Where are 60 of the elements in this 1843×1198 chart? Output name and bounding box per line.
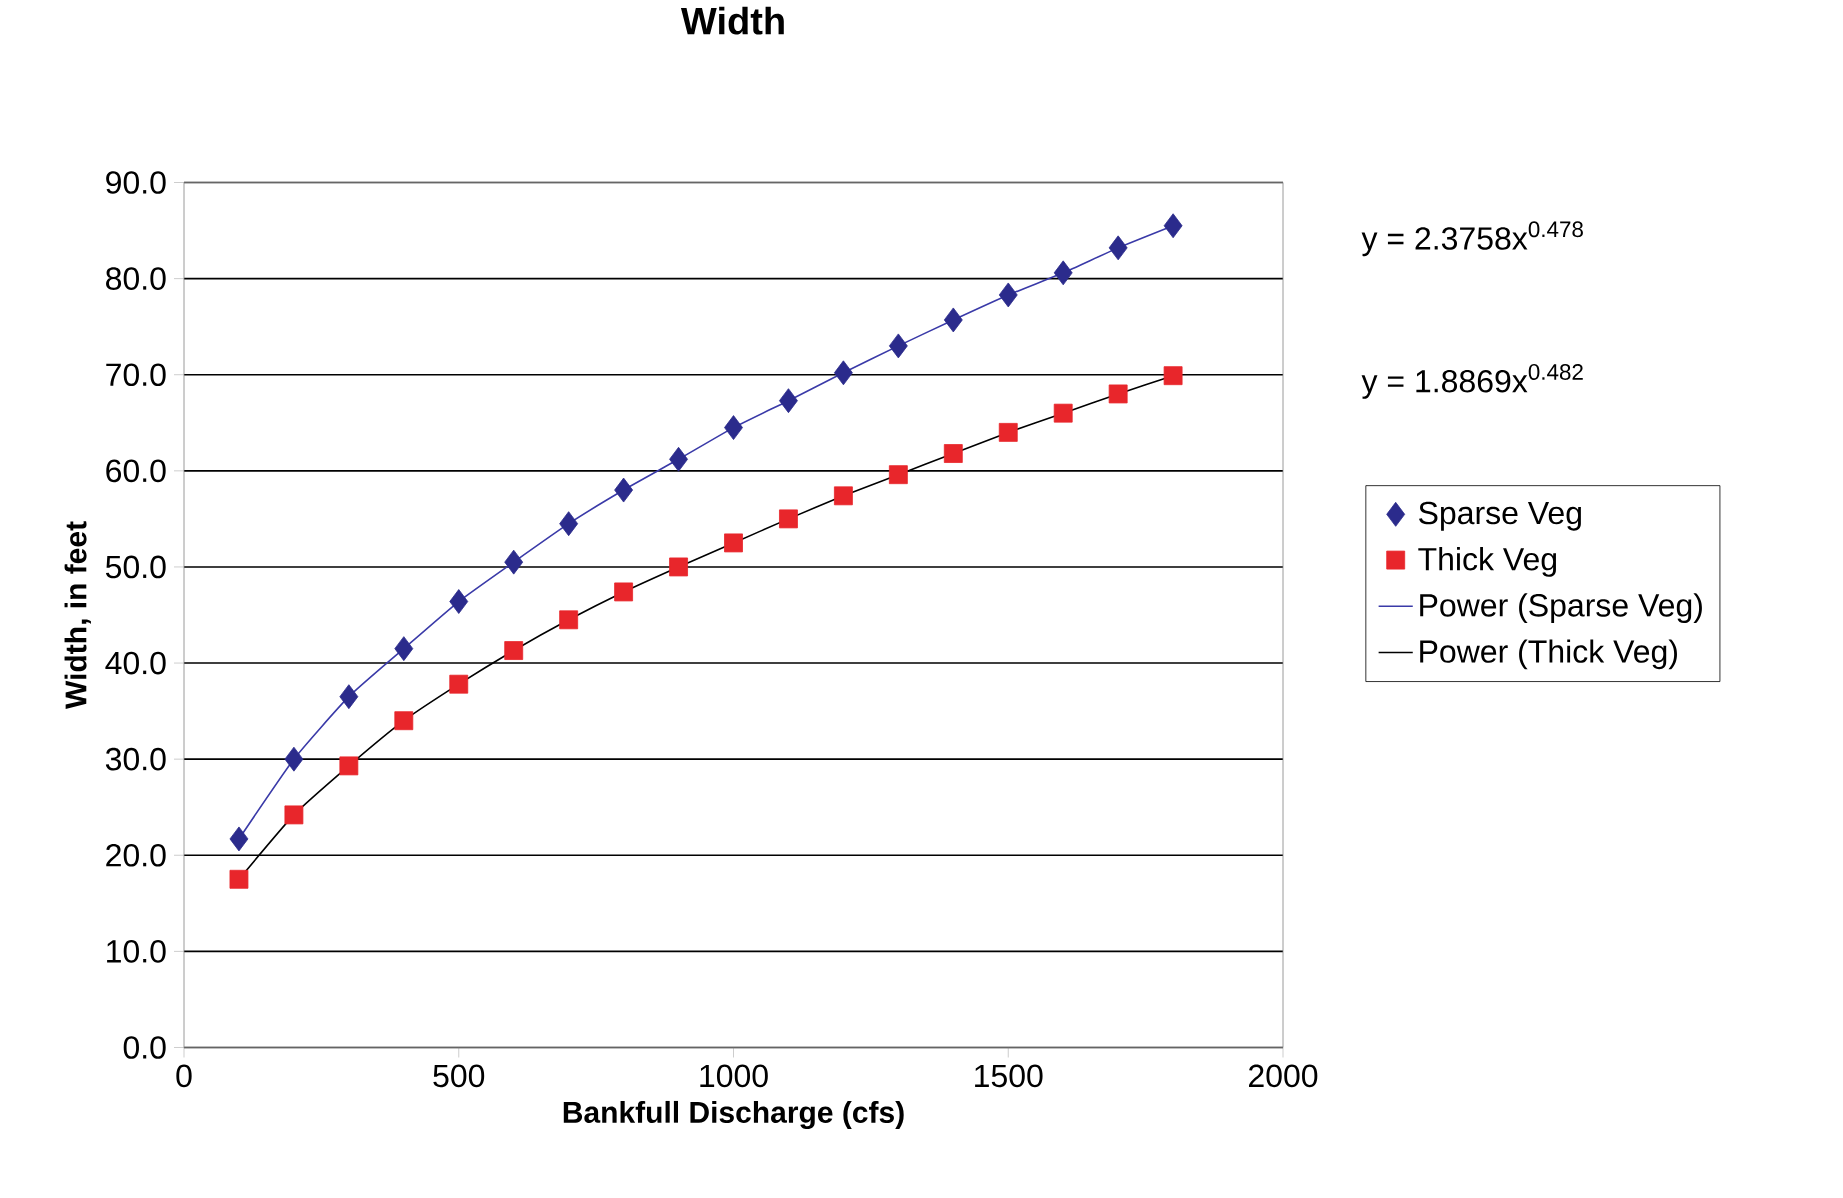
point xyxy=(339,684,359,709)
point xyxy=(1163,213,1183,238)
text: y = 1.8869x$^{0.482}$ xyxy=(1361,363,1583,399)
y-tick-label: 50.0 xyxy=(105,555,166,579)
point xyxy=(614,477,634,503)
y-tick-label: 70.0 xyxy=(106,363,166,386)
point xyxy=(229,869,249,889)
y-axis-title: Width, in feet xyxy=(64,521,91,709)
point xyxy=(669,557,688,577)
point xyxy=(779,509,798,529)
point xyxy=(1108,384,1128,404)
point xyxy=(449,674,469,694)
point xyxy=(1163,366,1183,385)
point xyxy=(614,582,634,602)
point xyxy=(724,533,743,553)
point xyxy=(779,388,798,413)
y-tick-label: 90.0 xyxy=(106,170,166,194)
point xyxy=(834,360,853,385)
point xyxy=(394,711,414,730)
point xyxy=(449,588,469,614)
legend-label: Power (Thick Veg) xyxy=(1420,639,1677,669)
x-tick-label: 0 xyxy=(176,1064,192,1087)
y-tick-label: 80.0 xyxy=(106,267,166,290)
x-tick-label: 1500 xyxy=(975,1064,1043,1087)
point xyxy=(888,333,908,359)
point xyxy=(559,511,579,536)
y-tick-label: 60.0 xyxy=(106,459,166,482)
point xyxy=(559,610,579,629)
y-tick-label: 10.0 xyxy=(107,939,166,963)
point xyxy=(1108,235,1128,261)
point xyxy=(943,307,963,333)
point xyxy=(998,282,1018,308)
x-axis-title: Bankfull Discharge (cfs) xyxy=(563,1100,904,1129)
point xyxy=(724,414,743,440)
legend-label: Sparse Veg xyxy=(1419,501,1581,531)
point xyxy=(394,635,414,661)
point xyxy=(229,826,249,852)
legend-label: Thick Veg xyxy=(1418,546,1557,577)
x-tick-label: 1000 xyxy=(700,1064,768,1087)
point xyxy=(284,746,304,772)
point xyxy=(504,549,524,575)
x-tick-label: 500 xyxy=(433,1064,485,1087)
point xyxy=(834,486,853,505)
point xyxy=(1053,403,1073,423)
point xyxy=(998,422,1018,442)
point xyxy=(339,756,359,776)
y-tick-label: 0.0 xyxy=(123,1035,166,1059)
x-tick-label: 2000 xyxy=(1249,1064,1318,1087)
point xyxy=(669,446,688,472)
y-tick-label: 30.0 xyxy=(105,747,166,771)
point xyxy=(888,465,908,484)
point xyxy=(284,805,304,825)
point xyxy=(504,640,524,660)
y-tick-label: 20.0 xyxy=(106,843,166,867)
text: y = 2.3758x$^{0.478}$ xyxy=(1361,221,1583,256)
legend-label: Power (Sparse Veg) xyxy=(1420,592,1702,623)
chart-title: Width xyxy=(680,6,784,35)
y-tick-label: 40.0 xyxy=(105,651,166,675)
point xyxy=(943,443,963,463)
point xyxy=(1053,260,1073,286)
